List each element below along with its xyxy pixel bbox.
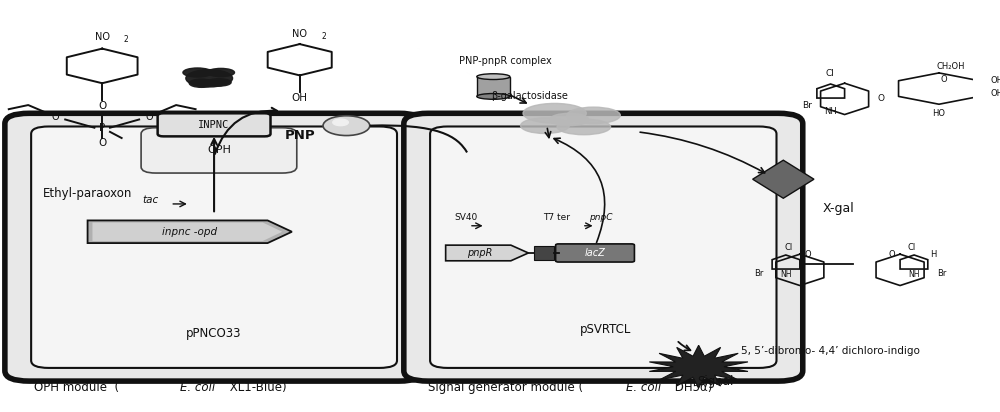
Text: XL1-Blue): XL1-Blue) <box>226 382 286 394</box>
Ellipse shape <box>189 79 214 87</box>
FancyBboxPatch shape <box>141 128 297 173</box>
Text: X-gal: X-gal <box>822 201 854 215</box>
Text: pnpC: pnpC <box>589 213 612 222</box>
Text: DH5α): DH5α) <box>671 382 713 394</box>
Polygon shape <box>446 245 528 261</box>
Text: Cl: Cl <box>784 243 792 252</box>
Text: T7 ter: T7 ter <box>543 213 570 222</box>
Text: Br: Br <box>938 269 947 278</box>
Polygon shape <box>88 220 292 243</box>
Bar <box>477 77 510 96</box>
Text: NO: NO <box>292 29 307 39</box>
Text: Br: Br <box>754 269 764 278</box>
Ellipse shape <box>477 94 510 99</box>
Polygon shape <box>753 160 814 198</box>
Bar <box>534 246 554 260</box>
Ellipse shape <box>477 74 510 80</box>
FancyBboxPatch shape <box>404 113 803 381</box>
Text: HO: HO <box>932 109 945 118</box>
Ellipse shape <box>521 118 569 133</box>
Text: O: O <box>52 112 59 122</box>
Text: Ethyl-paraoxon: Ethyl-paraoxon <box>43 187 132 200</box>
Text: E. coli: E. coli <box>626 382 661 394</box>
Text: OPH: OPH <box>207 145 231 155</box>
Text: O: O <box>98 101 106 111</box>
Text: O: O <box>941 75 947 84</box>
Text: NH: NH <box>824 107 837 116</box>
Text: OH: OH <box>292 93 308 103</box>
Text: INPNC: INPNC <box>198 120 230 130</box>
Text: NH: NH <box>780 270 792 279</box>
Ellipse shape <box>567 107 620 124</box>
Text: tac: tac <box>143 195 159 205</box>
Text: OH: OH <box>991 89 1000 98</box>
Text: NO: NO <box>95 33 110 42</box>
Text: 2: 2 <box>124 35 128 44</box>
Ellipse shape <box>207 68 235 77</box>
Text: OPH module  (: OPH module ( <box>34 382 119 394</box>
Circle shape <box>333 119 348 126</box>
Ellipse shape <box>557 119 611 135</box>
Text: 5, 5’-dibromo- 4,4’ dichloro-indigo: 5, 5’-dibromo- 4,4’ dichloro-indigo <box>741 346 920 356</box>
Polygon shape <box>649 345 748 388</box>
Text: O: O <box>98 138 106 148</box>
Text: E. coli: E. coli <box>180 382 215 394</box>
Text: P: P <box>99 123 105 133</box>
Text: pSVRTCL: pSVRTCL <box>580 323 631 336</box>
Text: OH: OH <box>991 76 1000 85</box>
Text: PNP: PNP <box>284 129 315 143</box>
Text: O: O <box>877 94 884 103</box>
Polygon shape <box>92 222 282 241</box>
Text: 2: 2 <box>321 32 326 41</box>
Ellipse shape <box>186 70 233 87</box>
Text: H: H <box>930 250 936 259</box>
Circle shape <box>323 116 370 136</box>
Text: O: O <box>889 250 895 259</box>
Ellipse shape <box>207 79 231 86</box>
Text: Br: Br <box>803 101 812 110</box>
Text: lacZ: lacZ <box>585 248 605 258</box>
Text: Cl: Cl <box>908 243 916 252</box>
FancyBboxPatch shape <box>31 126 397 368</box>
Ellipse shape <box>550 113 589 126</box>
Text: O: O <box>145 112 153 122</box>
Text: inpnc -opd: inpnc -opd <box>162 227 217 237</box>
Text: PNP-pnpR complex: PNP-pnpR complex <box>459 56 552 66</box>
FancyBboxPatch shape <box>430 126 776 368</box>
Text: Signal generator module (: Signal generator module ( <box>428 382 583 394</box>
Text: pnpR: pnpR <box>467 248 492 258</box>
FancyBboxPatch shape <box>5 113 423 381</box>
Text: NH: NH <box>908 270 920 279</box>
Text: β-galactosidase: β-galactosidase <box>491 91 568 101</box>
Text: O: O <box>805 250 811 259</box>
Text: SV40: SV40 <box>454 213 478 222</box>
Ellipse shape <box>183 68 212 77</box>
FancyBboxPatch shape <box>158 113 271 136</box>
Ellipse shape <box>523 103 586 123</box>
Text: CH₂OH: CH₂OH <box>936 62 965 71</box>
Text: pPNCO33: pPNCO33 <box>186 327 242 340</box>
FancyBboxPatch shape <box>556 244 634 262</box>
Text: Signal: Signal <box>697 375 733 388</box>
Text: Cl: Cl <box>826 69 834 78</box>
